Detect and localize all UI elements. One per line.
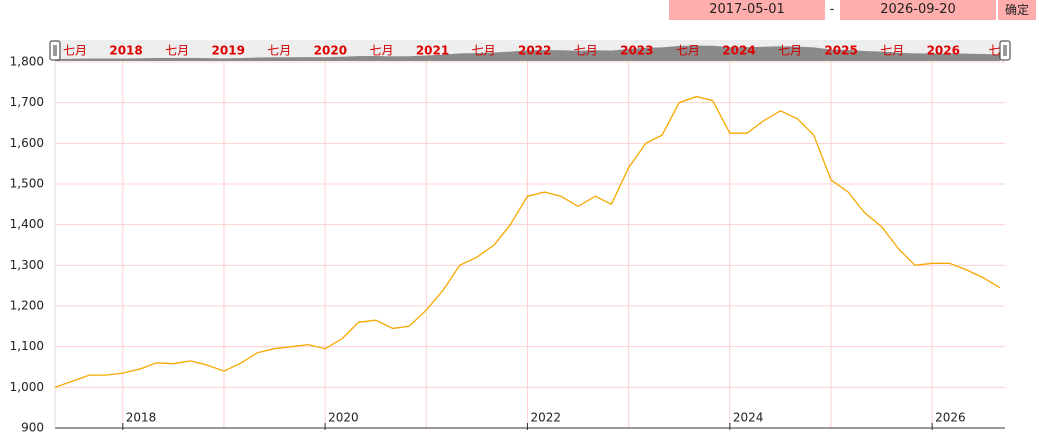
- end-date[interactable]: 2026-09-20: [840, 0, 996, 20]
- y-tick-label: 1,800: [10, 55, 44, 69]
- y-tick-label: 1,000: [10, 380, 44, 394]
- navigator-label: 七月: [369, 44, 393, 58]
- y-tick-label: 1,400: [10, 217, 44, 231]
- navigator-label: 2020: [314, 44, 347, 58]
- y-tick-label: 1,300: [10, 258, 44, 272]
- navigator-label: 2022: [518, 44, 551, 58]
- navigator-label: 七月: [676, 44, 700, 58]
- navigator-label: 2021: [416, 44, 449, 58]
- navigator-label: 2026: [927, 44, 960, 58]
- navigator-label: 七: [988, 44, 1000, 58]
- navigator-label: 七月: [165, 44, 189, 58]
- navigator-label: 七月: [574, 44, 598, 58]
- x-tick-label: 2024: [733, 411, 764, 425]
- y-tick-label: 1,500: [10, 177, 44, 191]
- y-tick-label: 1,100: [10, 339, 44, 353]
- navigator-label: 2023: [620, 44, 653, 58]
- navigator-handle-left: [49, 40, 61, 61]
- navigator-label: 七月: [472, 44, 496, 58]
- confirm-button[interactable]: 确定: [998, 0, 1036, 20]
- navigator-handle-right: [999, 40, 1011, 61]
- x-tick-label: 2026: [935, 411, 966, 425]
- y-tick-label: 1,200: [10, 299, 44, 313]
- navigator-area: [55, 45, 1000, 61]
- line: [54, 95, 1001, 388]
- x-tick-label: 2020: [328, 411, 359, 425]
- navigator-label: 七月: [778, 44, 802, 58]
- x-tick-label: 2018: [126, 411, 157, 425]
- navigator-label: 2018: [109, 44, 142, 58]
- y-tick-label: 900: [21, 421, 44, 435]
- navigator-label: 2019: [212, 44, 245, 58]
- navigator-label: 七月: [63, 44, 87, 58]
- x-tick-label: 2022: [530, 411, 561, 425]
- navigator-label: 七月: [880, 44, 904, 58]
- y-tick-label: 1,700: [10, 95, 44, 109]
- separator: -: [829, 2, 835, 17]
- navigator-label: 2025: [824, 44, 857, 58]
- navigator-label: 2024: [722, 44, 755, 58]
- start-date[interactable]: 2017-05-01: [669, 0, 825, 20]
- navigator-label: 七月: [267, 44, 291, 58]
- y-tick-label: 1,600: [10, 136, 44, 150]
